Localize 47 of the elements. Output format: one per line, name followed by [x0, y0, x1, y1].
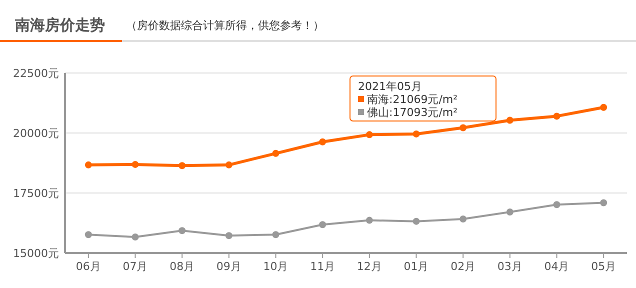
- x-tick-label: 01月: [404, 260, 429, 273]
- x-tick-label: 08月: [170, 260, 195, 273]
- legend-title: 2021年05月: [358, 80, 422, 93]
- point: [132, 233, 139, 240]
- point: [225, 161, 232, 168]
- x-tick-label: 07月: [122, 260, 148, 273]
- point: [178, 162, 186, 170]
- point: [319, 138, 326, 146]
- point: [412, 218, 420, 225]
- y-tick-label: 15000元: [13, 247, 59, 260]
- point: [84, 231, 92, 238]
- point: [506, 116, 514, 124]
- x-tick-label: 11月: [310, 260, 336, 273]
- point: [506, 208, 514, 216]
- x-tick-label: 02月: [450, 260, 476, 273]
- annotation: :17093元/m²: [389, 106, 458, 119]
- point: [84, 161, 92, 168]
- point: [553, 112, 560, 120]
- legend-label: 佛山: [367, 106, 389, 119]
- point: [600, 199, 608, 206]
- point: [460, 124, 467, 132]
- x-tick-label: 05月: [591, 260, 616, 273]
- x-tick-label: 03月: [497, 260, 522, 273]
- point: [132, 160, 139, 168]
- x-tick-label: 06月: [76, 260, 101, 273]
- x-tick-label: 12月: [356, 260, 382, 273]
- chart-title: 南海房价走势: [14, 16, 105, 34]
- annotation: :21069元/m²: [389, 93, 458, 106]
- y-tick-label: 22500元: [13, 67, 59, 80]
- point: [178, 227, 186, 234]
- point: [319, 221, 326, 228]
- point: [272, 231, 280, 238]
- legend-label: 南海: [367, 93, 389, 106]
- point: [366, 131, 373, 138]
- point: [412, 130, 420, 138]
- point: [272, 150, 280, 157]
- point: [460, 215, 467, 222]
- chart-subtitle: （房价数据综合计算所得，供您参考！）: [126, 19, 324, 32]
- x-tick-label: 04月: [544, 260, 570, 273]
- y-tick-label: 17500元: [13, 187, 59, 200]
- point: [600, 104, 608, 111]
- x-tick-label: 10月: [263, 260, 288, 273]
- point: [553, 201, 560, 208]
- y-tick-label: 20000元: [13, 127, 59, 140]
- point: [366, 216, 373, 224]
- point: [225, 232, 232, 240]
- x-tick-label: 09月: [216, 260, 242, 273]
